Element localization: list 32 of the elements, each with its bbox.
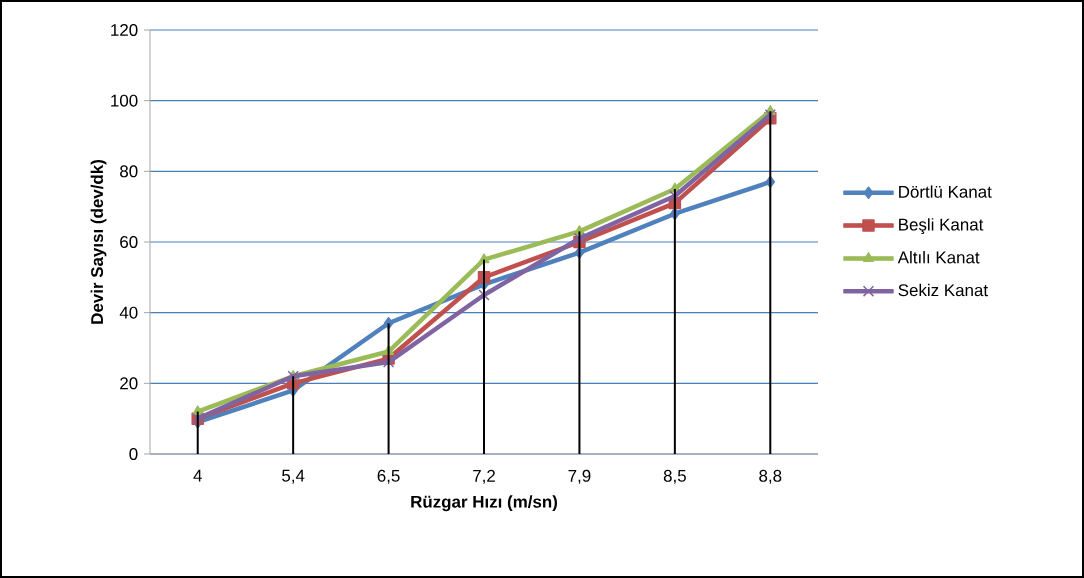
legend-label: Dörtlü Kanat bbox=[899, 185, 992, 198]
y-tick-label: 60 bbox=[120, 235, 138, 248]
bar bbox=[578, 231, 581, 454]
point bbox=[764, 109, 776, 121]
x-axis-title: Rüzgar Hızı (m/sn) bbox=[411, 495, 558, 512]
point bbox=[478, 289, 490, 301]
x-tick-label: 7,9 bbox=[568, 469, 591, 484]
point bbox=[573, 232, 586, 245]
y-axis-title: Devir Sayısı (dev/dk) bbox=[90, 160, 107, 324]
y-tick-label: 100 bbox=[111, 94, 138, 107]
y-tick-label: 80 bbox=[120, 165, 138, 178]
y-tick-label: 40 bbox=[119, 306, 138, 319]
legend-label: Beşli Kanat bbox=[899, 218, 984, 235]
point bbox=[669, 190, 681, 202]
x-tick-label: 8,8 bbox=[759, 469, 782, 484]
y-tick-label: 20 bbox=[120, 377, 138, 390]
x-tick-label: 8,5 bbox=[663, 469, 686, 484]
point bbox=[382, 356, 395, 368]
bar bbox=[769, 111, 772, 454]
bar bbox=[483, 259, 486, 454]
legend-label: Altılı Kanat bbox=[897, 250, 980, 264]
x-tick-label: 6,5 bbox=[377, 469, 400, 484]
bar bbox=[673, 188, 676, 454]
y-tick-label: 0 bbox=[129, 447, 138, 460]
y-tick-label: 120 bbox=[111, 23, 138, 36]
bar bbox=[387, 323, 390, 454]
x-tick-label: 7,2 bbox=[473, 469, 495, 484]
legend-label: Sekiz Kanat bbox=[898, 283, 988, 297]
x-tick-label: 5,4 bbox=[282, 469, 305, 484]
bar bbox=[292, 376, 295, 454]
bar bbox=[196, 411, 199, 454]
x-tick-label: 4 bbox=[193, 469, 202, 482]
